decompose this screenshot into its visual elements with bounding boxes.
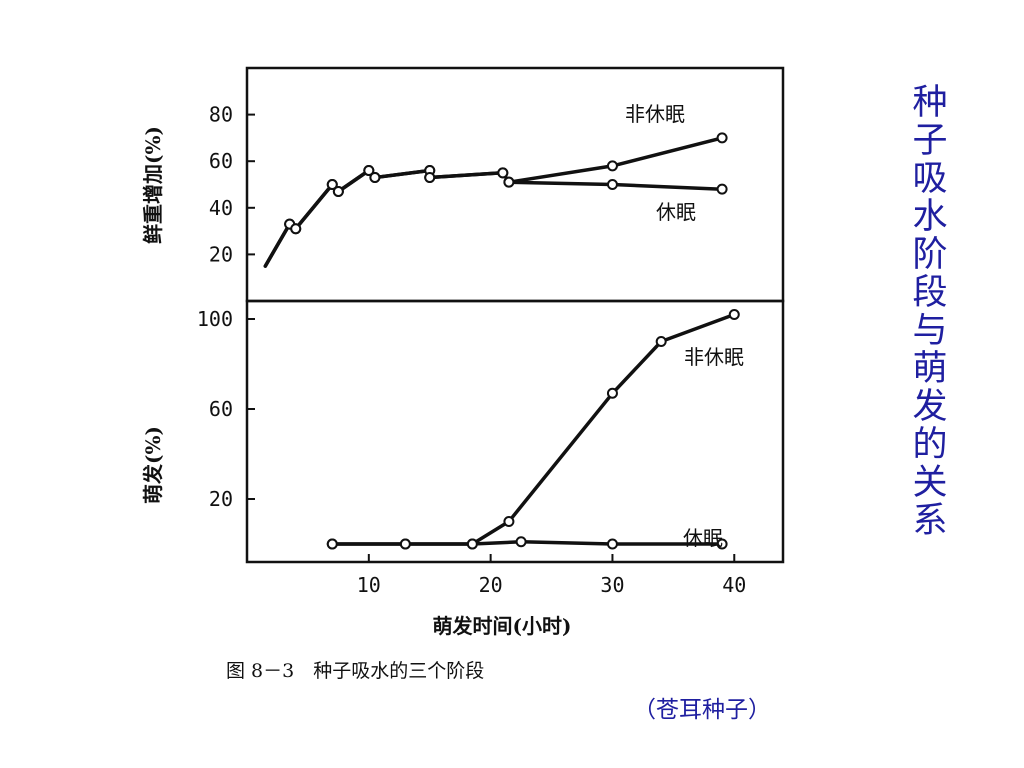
data-point [716,183,728,195]
title-char: 萌 [912,349,948,389]
panel-top-points [284,132,728,235]
title-char: 种 [912,83,948,123]
figure-caption: 图 8－3 种子吸水的三个阶段 [226,660,485,682]
y-tick-label: 100 [197,307,233,331]
top-series-label-dormant: 休眠 [656,200,696,224]
top-series-label-nondormant: 非休眠 [625,102,685,126]
series-line-dormant [330,540,724,546]
data-point [716,538,728,550]
y-tick-label: 40 [209,196,233,220]
y-tick-label: 80 [209,103,233,127]
data-point [606,179,618,190]
data-point [503,176,515,188]
y-tick-label: 20 [209,487,233,511]
data-point [497,167,509,179]
panel-top-ticks [247,113,255,256]
title-char: 关 [912,463,948,503]
data-point [326,538,338,550]
x-tick-label: 10 [357,573,381,597]
panel-top-lines [263,136,724,268]
y-tick-label: 20 [209,242,233,266]
title-char: 吸 [912,159,948,199]
title-char: 发 [912,387,948,427]
data-point [606,387,618,399]
data-point [424,172,436,184]
title-char: 阶 [912,235,948,275]
panel-bottom-lines [330,312,737,546]
series-line-nondormant [263,136,724,268]
series-line-nondormant [330,312,737,546]
bottom-y-axis-label: 萌发(%) [141,426,165,504]
slide-title: 种子吸水阶段与萌发的关系 [900,84,960,540]
top-y-axis-label: 鲜重增加(%) [141,126,165,244]
panel-top-tick-labels: 20 40 60 80 [209,103,233,267]
source-note: （苍耳种子） [633,697,771,723]
data-point [716,132,728,144]
bottom-series-label-dormant: 休眠 [683,526,723,550]
data-point [290,223,302,235]
x-tick-label: 30 [600,573,624,597]
data-point [606,160,618,172]
panel-bottom-tick-labels: 20 60 100 10 20 30 40 [197,307,746,597]
title-char: 的 [912,425,948,465]
panel-bottom-frame [245,299,785,564]
data-point [369,172,381,184]
data-point [728,309,740,320]
panel-bottom-ticks [247,318,736,562]
x-tick-label: 40 [722,573,746,597]
data-point [655,336,667,347]
data-point [326,179,338,190]
title-char: 子 [912,121,948,161]
panel-bottom-points [326,309,740,550]
panel-bottom: 20 60 100 10 20 30 40 非休眠 休眠 萌发(%) 萌发时间(小时) [141,299,785,638]
title-char: 与 [912,311,948,351]
bottom-series-label-nondormant: 非休眠 [684,345,744,369]
data-point [466,538,478,550]
data-point [399,538,411,550]
y-tick-label: 60 [209,149,233,173]
data-point [332,185,344,197]
x-axis-label: 萌发时间(小时) [433,614,572,638]
x-tick-label: 20 [479,573,503,597]
title-char: 段 [912,273,948,313]
panel-top: 20 40 60 80 非休眠 休眠 鲜重增加(%) [141,66,785,303]
data-point [503,516,515,527]
title-char: 水 [912,197,948,237]
title-char: 系 [912,501,948,541]
y-tick-label: 60 [209,397,233,421]
data-point [606,538,618,550]
data-point [515,536,527,548]
data-point [363,165,375,177]
